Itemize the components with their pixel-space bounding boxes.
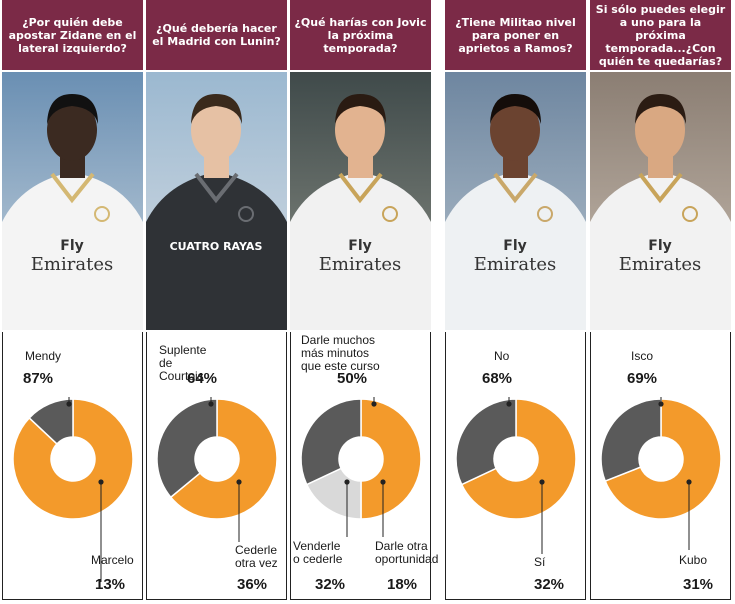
donut-chart — [156, 398, 278, 520]
player-photo: Emirates Fly — [290, 72, 431, 330]
player-photo: Emirates Fly — [445, 72, 586, 330]
label-connectors — [208, 397, 242, 542]
donut-slice-2 — [455, 398, 517, 486]
donut-slice-1 — [169, 398, 278, 520]
donut-chart — [12, 398, 134, 520]
connector-dot — [66, 401, 72, 407]
slice-label: Kubo — [679, 553, 708, 567]
donut-slice-2 — [156, 398, 218, 499]
label-connectors — [506, 397, 545, 554]
slice-percent: 87% — [23, 370, 54, 387]
poll-results: Darle muchos más minutos que este curso 5… — [290, 332, 439, 600]
donut-slice-1 — [460, 398, 577, 520]
player-photo: CUATRO RAYAS — [146, 72, 287, 330]
slice-label: Suplente de Courtois — [159, 343, 207, 383]
donut-slice-3 — [300, 398, 362, 486]
sponsor-text: Emirates — [619, 254, 701, 275]
donut-slice-1 — [12, 398, 134, 520]
donut-chart — [600, 398, 722, 520]
connector-dot — [208, 401, 214, 407]
poll-column-5: Si sólo puedes elegir a uno para la próx… — [590, 0, 731, 600]
poll-question: ¿Por quién debe apostar Zidane en el lat… — [2, 0, 143, 70]
label-connectors — [344, 397, 386, 537]
poll-results: Isco 69% Kubo 31% — [590, 332, 731, 600]
poll-question: ¿Qué debería hacer el Madrid con Lunin? — [146, 0, 287, 70]
slice-label: Isco — [631, 349, 654, 363]
player-photo: Emirates Fly — [2, 72, 143, 330]
poll-column-2: ¿Qué debería hacer el Madrid con Lunin? C… — [146, 0, 287, 600]
connector-dot — [658, 401, 664, 407]
sponsor-text: Emirates — [31, 254, 113, 275]
slice-label: Sí — [534, 555, 546, 569]
slice-label: Mendy — [25, 349, 62, 363]
donut-chart — [300, 398, 422, 520]
slice-percent: 13% — [95, 576, 126, 593]
connector-dot — [371, 401, 377, 407]
connector-dot — [98, 479, 104, 485]
sponsor-text: Fly — [503, 238, 527, 254]
sponsor-text: Emirates — [319, 254, 401, 275]
connector-dot — [380, 479, 386, 485]
donut-chart — [455, 398, 577, 520]
slice-label: Marcelo — [91, 553, 134, 567]
slice-label: Cederle otra vez — [235, 543, 278, 570]
slice-label: Darle otra oportunidad — [375, 539, 439, 566]
slice-percent: 36% — [237, 576, 268, 593]
poll-question: ¿Qué harías con Jovic la próxima tempora… — [290, 0, 431, 70]
sponsor-text: Emirates — [474, 254, 556, 275]
sponsor-text: CUATRO RAYAS — [170, 240, 263, 253]
slice-percent: 31% — [683, 576, 714, 593]
connector-dot — [236, 479, 242, 485]
connector-dot — [539, 479, 545, 485]
donut-slice-2 — [600, 398, 662, 483]
connector-dot — [506, 401, 512, 407]
poll-column-4: ¿Tiene Militao nivel para poner en aprie… — [445, 0, 586, 600]
slice-label: Venderle o cederle — [293, 539, 343, 566]
slice-percent: 69% — [627, 370, 658, 387]
poll-results: No 68% Sí 32% — [445, 332, 586, 600]
poll-results: Mendy 87% Marcelo 13% — [2, 332, 143, 600]
donut-slice-1 — [604, 398, 722, 520]
label-connectors — [66, 397, 104, 582]
slice-percent: 32% — [534, 576, 565, 593]
sponsor-text: Fly — [348, 238, 372, 254]
connector-dot — [686, 479, 692, 485]
slice-label: No — [494, 349, 510, 363]
poll-question: Si sólo puedes elegir a uno para la próx… — [590, 0, 731, 70]
sponsor-text: Fly — [60, 238, 84, 254]
connector-dot — [344, 479, 350, 485]
donut-slice-1 — [360, 398, 422, 520]
slice-percent: 64% — [187, 370, 218, 387]
slice-percent: 18% — [387, 576, 418, 593]
poll-results: Suplente de Courtois 64% Cederle otra vez 3… — [146, 332, 287, 600]
poll-column-1: ¿Por quién debe apostar Zidane en el lat… — [2, 0, 143, 600]
poll-column-3: ¿Qué harías con Jovic la próxima tempora… — [290, 0, 439, 600]
label-connectors — [658, 397, 692, 550]
slice-percent: 32% — [315, 576, 346, 593]
donut-slice-2 — [28, 398, 74, 445]
slice-label: Darle muchos más minutos que este curso — [301, 333, 380, 373]
slice-percent: 68% — [482, 370, 513, 387]
sponsor-text: Fly — [648, 238, 672, 254]
poll-question: ¿Tiene Militao nivel para poner en aprie… — [445, 0, 586, 70]
slice-percent: 50% — [337, 370, 368, 387]
player-photo: Emirates Fly — [590, 72, 731, 330]
